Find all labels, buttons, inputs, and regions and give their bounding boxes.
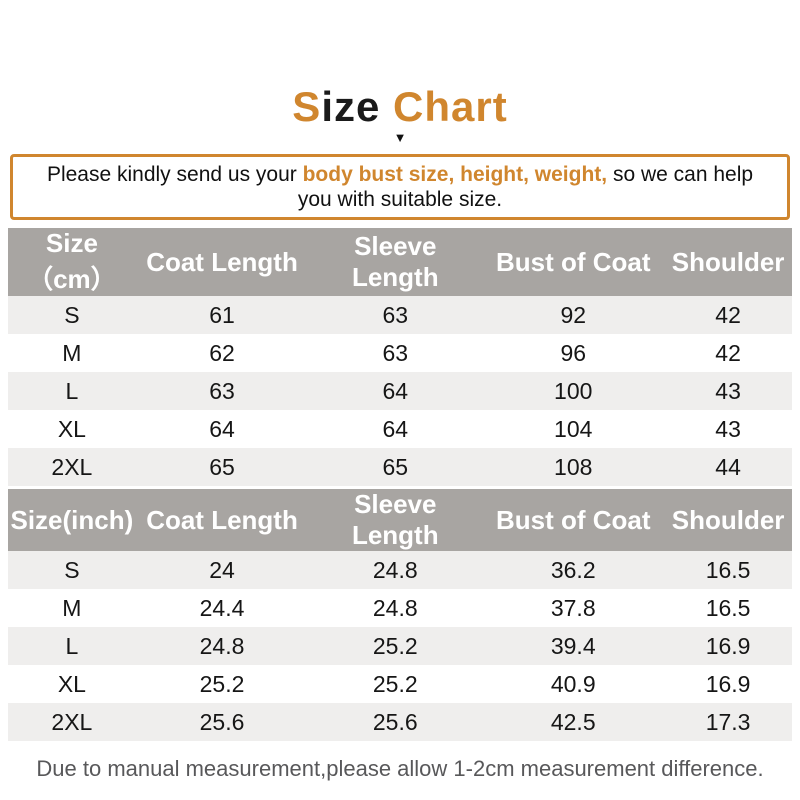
table-cell: 16.9 — [664, 627, 792, 665]
table-row: L 63 64 100 43 — [8, 372, 792, 410]
table-cell: 63 — [308, 296, 483, 334]
table-cell: S — [8, 551, 136, 589]
table-cell: 62 — [135, 334, 309, 372]
table-cell: 24 — [135, 551, 309, 589]
notice-text-before: Please kindly send us your — [46, 163, 303, 186]
table-cell: 63 — [308, 334, 483, 372]
table-cell: 36.2 — [482, 551, 665, 589]
size-table-inch: Size(inch) Coat Length Sleeve Length Bus… — [8, 489, 792, 741]
column-header-size: Size（cm） — [8, 228, 136, 296]
table-cell: 25.2 — [308, 627, 483, 665]
table-cell: XL — [8, 665, 136, 703]
table-cell: 25.2 — [135, 665, 309, 703]
table-cell: 96 — [482, 334, 665, 372]
column-header-bust-of-coat: Bust of Coat — [482, 489, 665, 551]
table-cell: 37.8 — [482, 589, 665, 627]
table-row: 2XL 65 65 108 44 — [8, 448, 792, 486]
table-row: 2XL 25.6 25.6 42.5 17.3 — [8, 703, 792, 741]
table-cell: 64 — [308, 410, 483, 448]
table-cell: 25.2 — [308, 665, 483, 703]
table-cell: 24.8 — [135, 627, 309, 665]
table-row: M 24.4 24.8 37.8 16.5 — [8, 589, 792, 627]
column-header-bust-of-coat: Bust of Coat — [482, 228, 665, 296]
table-cell: 24.4 — [135, 589, 309, 627]
table-cell: 63 — [135, 372, 309, 410]
column-header-size: Size(inch) — [8, 489, 136, 551]
table-cell: XL — [8, 410, 136, 448]
column-header-sleeve-length: Sleeve Length — [308, 228, 483, 296]
measurement-disclaimer: Due to manual measurement,please allow 1… — [36, 756, 764, 781]
table-cell: 25.6 — [135, 703, 309, 741]
table-header-row: Size（cm） Coat Length Sleeve Length Bust … — [8, 228, 792, 296]
table-cell: 39.4 — [482, 627, 665, 665]
table-cell: 64 — [135, 410, 309, 448]
table-cell: 42 — [664, 296, 792, 334]
table-cell: 25.6 — [308, 703, 483, 741]
title-part-3: Chart — [393, 83, 508, 130]
table-cell: S — [8, 296, 136, 334]
table-cell: 16.9 — [664, 665, 792, 703]
table-cell: M — [8, 334, 136, 372]
table-cell: 61 — [135, 296, 309, 334]
table-row: S 61 63 92 42 — [8, 296, 792, 334]
table-cell: 16.5 — [664, 551, 792, 589]
table-cell: 42 — [664, 334, 792, 372]
size-table-cm: Size（cm） Coat Length Sleeve Length Bust … — [8, 228, 792, 486]
table-cell: 64 — [308, 372, 483, 410]
table-cell: 108 — [482, 448, 665, 486]
table-cell: 43 — [664, 372, 792, 410]
table-cell: M — [8, 589, 136, 627]
table-row: XL 25.2 25.2 40.9 16.9 — [8, 665, 792, 703]
table-cell: 100 — [482, 372, 665, 410]
column-header-sleeve-length: Sleeve Length — [308, 489, 483, 551]
table-cell: 2XL — [8, 703, 136, 741]
column-header-shoulder: Shoulder — [664, 489, 792, 551]
table-row: M 62 63 96 42 — [8, 334, 792, 372]
table-row: L 24.8 25.2 39.4 16.9 — [8, 627, 792, 665]
table-cell: 2XL — [8, 448, 136, 486]
column-header-coat-length: Coat Length — [135, 228, 309, 296]
table-row: XL 64 64 104 43 — [8, 410, 792, 448]
page-title: Size Chart — [0, 0, 800, 128]
title-part-1: S — [292, 83, 322, 130]
column-header-shoulder: Shoulder — [664, 228, 792, 296]
table-cell: 16.5 — [664, 589, 792, 627]
table-cell: L — [8, 372, 136, 410]
triangle-down-icon: ▼ — [393, 130, 407, 145]
table-cell: 24.8 — [308, 589, 483, 627]
table-cell: 104 — [482, 410, 665, 448]
table-cell: 43 — [664, 410, 792, 448]
table-cell: 40.9 — [482, 665, 665, 703]
table-cell: 65 — [308, 448, 483, 486]
table-cell: 42.5 — [482, 703, 665, 741]
table-cell: 44 — [664, 448, 792, 486]
table-cell: 24.8 — [308, 551, 483, 589]
table-cell: 65 — [135, 448, 309, 486]
table-cell: 17.3 — [664, 703, 792, 741]
notice-text-after: so we can help you with suitable size. — [297, 163, 754, 211]
column-header-coat-length: Coat Length — [135, 489, 309, 551]
table-row: S 24 24.8 36.2 16.5 — [8, 551, 792, 589]
table-cell: L — [8, 627, 136, 665]
title-part-2: ize — [321, 83, 394, 130]
notice-highlight: body bust size, height, weight, — [302, 163, 608, 186]
notice-box: Please kindly send us your body bust siz… — [10, 154, 790, 220]
table-header-row: Size(inch) Coat Length Sleeve Length Bus… — [8, 489, 792, 551]
table-cell: 92 — [482, 296, 665, 334]
